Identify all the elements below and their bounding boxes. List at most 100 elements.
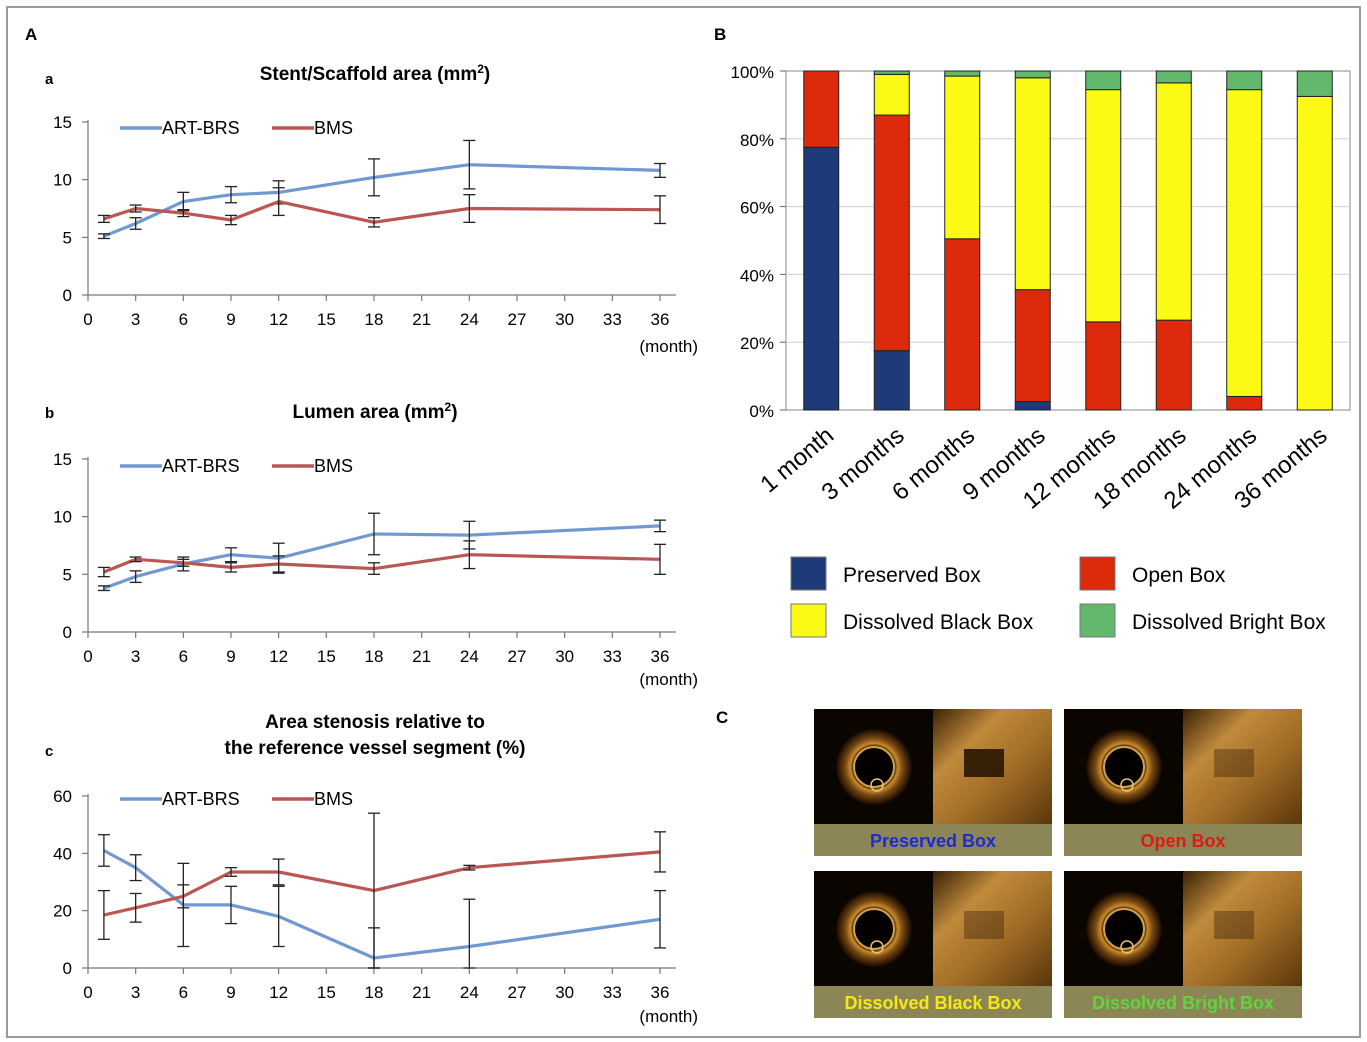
x-tick-label: 33: [603, 310, 622, 329]
error-bar: [225, 214, 237, 226]
error-bar: [129, 892, 142, 923]
x-tick-label: 0: [83, 310, 92, 329]
oct-longitudinal-view: [1183, 871, 1302, 986]
bar-segment: [803, 70, 840, 148]
x-tick-label: 3: [131, 983, 140, 1002]
chart-title-end: ): [451, 402, 457, 423]
oct-caption: Dissolved Bright Box: [1092, 993, 1274, 1013]
panel-letter-C: C: [716, 708, 728, 727]
plot-frame: [785, 70, 1351, 411]
lumen: [853, 908, 895, 950]
x-tick-label: 3: [131, 310, 140, 329]
x-tick-label: 3: [131, 647, 140, 666]
catheter: [870, 778, 884, 792]
error-bar: [177, 209, 190, 218]
error-bar: [129, 556, 142, 563]
x-tick-label: 33: [603, 647, 622, 666]
error-bar: [463, 540, 476, 570]
y-tick-label: 20: [53, 902, 72, 921]
x-tick-label: 21: [412, 983, 431, 1002]
error-bar: [368, 512, 380, 556]
error-bar: [654, 519, 666, 533]
y-tick-label: 0: [63, 286, 72, 305]
bar-segment: [1014, 289, 1051, 403]
y-tick-label: 80%: [740, 131, 774, 150]
series-line-bms: [103, 850, 661, 917]
line-chart-c: c Area stenosis relative to the reference …: [45, 712, 698, 1026]
y-tick-label: 60: [53, 787, 72, 806]
error-bar: [129, 854, 142, 882]
caption-bar: [814, 986, 1052, 1018]
error-bar: [97, 233, 110, 240]
error-bar: [129, 570, 142, 584]
oct-panels: Preserved Box Open Box Dissolved Black Box…: [814, 709, 1302, 1018]
x-tick-label: 18: [365, 310, 384, 329]
bar-segment: [1014, 401, 1051, 411]
x-tick-label: 36: [651, 647, 670, 666]
legend-label-art-brs: ART-BRS: [162, 456, 240, 476]
x-tick-label: 36: [651, 983, 670, 1002]
x-axis-unit: (month): [639, 337, 698, 356]
error-bar: [177, 558, 190, 567]
caption-bar: [1064, 986, 1302, 1018]
chart-title: Stent/Scaffold area (mm2): [260, 62, 491, 85]
legend-label: Open Box: [1132, 564, 1226, 587]
error-bar: [368, 562, 380, 575]
x-axis-unit: (month): [639, 1007, 698, 1026]
legend-label-bms: BMS: [314, 789, 353, 809]
chart-title-line2: the reference vessel segment (%): [225, 738, 526, 759]
error-bar: [272, 555, 285, 573]
bar-segment: [1085, 321, 1122, 411]
y-tick-label: 40: [53, 844, 72, 863]
bar-segment: [1085, 89, 1122, 323]
lumen: [1103, 908, 1145, 950]
bar-segment: [1296, 70, 1333, 97]
x-tick-label: 24: [460, 310, 479, 329]
bar-segment: [1155, 70, 1192, 84]
oct-caption: Dissolved Black Box: [844, 993, 1021, 1013]
bar-segment: [1226, 89, 1263, 397]
caption-bar: [814, 824, 1052, 856]
x-tick-label: 30: [555, 310, 574, 329]
y-tick-label: 10: [53, 508, 72, 527]
bar-segment: [873, 350, 910, 411]
series-line-art-brs: [103, 849, 661, 960]
x-tick-label: 6: [179, 647, 188, 666]
catheter: [870, 940, 884, 954]
catheter: [1120, 940, 1134, 954]
bar-segment: [873, 114, 910, 352]
series-line-bms: [103, 200, 661, 224]
error-bar: [97, 214, 110, 223]
oct-caption: Open Box: [1140, 831, 1225, 851]
x-tick-label: 27: [508, 310, 527, 329]
error-bar: [97, 834, 110, 867]
y-tick-label: 15: [53, 450, 72, 469]
y-tick-label: 0: [63, 623, 72, 642]
subpanel-letter: b: [45, 405, 54, 422]
legend-swatch: [1079, 556, 1116, 591]
bar-segment: [1014, 70, 1051, 79]
x-tick-label: 36: [651, 310, 670, 329]
x-tick-label: 27: [508, 983, 527, 1002]
chart-title-sup: 2: [477, 62, 484, 76]
oct-longitudinal-view: [1183, 709, 1302, 824]
error-bar: [129, 204, 142, 213]
series-line-art-brs: [103, 163, 661, 238]
x-tick-label: 24: [460, 647, 479, 666]
error-bar: [463, 194, 476, 223]
legend-swatch: [1079, 603, 1116, 638]
y-tick-label: 5: [63, 565, 72, 584]
y-tick-label: 100%: [731, 63, 774, 82]
x-tick-label: 30: [555, 983, 574, 1002]
legend-label: Dissolved Black Box: [843, 611, 1034, 634]
error-bar: [97, 889, 110, 940]
strut-box: [1214, 749, 1254, 777]
caption-bar: [1064, 824, 1302, 856]
chart-title-main: Lumen area (mm: [292, 402, 444, 423]
y-tick-label: 60%: [740, 199, 774, 218]
legend-label-art-brs: ART-BRS: [162, 789, 240, 809]
y-tick-label: 5: [63, 228, 72, 247]
